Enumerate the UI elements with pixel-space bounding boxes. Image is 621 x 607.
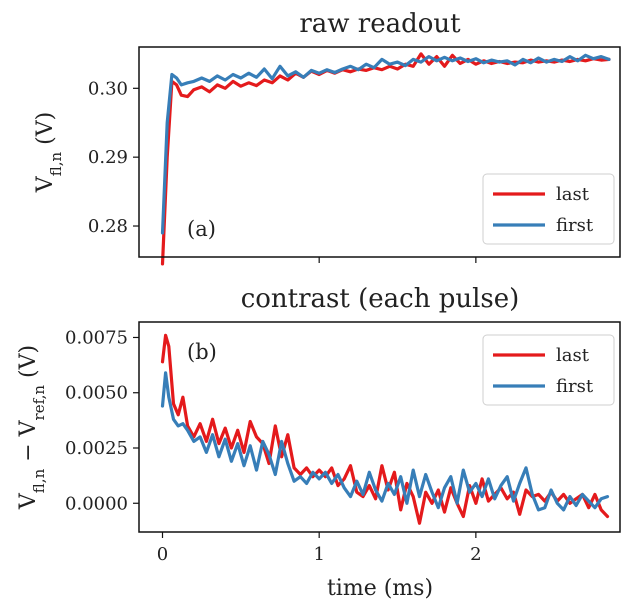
- legend-label-last: last: [556, 345, 590, 366]
- panel-label: (a): [187, 217, 216, 241]
- y-axis-label: Vfl,n − Vref,n (V): [16, 345, 48, 510]
- plot-frame: [138, 321, 621, 533]
- series-line-first: [160, 53, 611, 235]
- y-tick-label: 0.0025: [65, 438, 128, 459]
- legend-label-first: first: [556, 376, 594, 397]
- y-tick-label: 0.0050: [65, 383, 128, 404]
- y-tick-label: 0.28: [88, 216, 128, 237]
- y-tick-label: 0.0000: [65, 493, 128, 514]
- x-ticks: [161, 257, 477, 263]
- x-ticks: 0 1 2: [157, 532, 482, 565]
- y-tick-label: 0.29: [88, 147, 128, 168]
- x-tick-label: 2: [470, 544, 481, 565]
- legend-box: [482, 173, 615, 245]
- legend: last first: [482, 173, 615, 245]
- legend-label-first: first: [556, 215, 594, 236]
- y-ticks: 0.28 0.29 0.30: [88, 78, 139, 237]
- chart-raw-readout: raw readout Vfl,n (V) 0.28 0.29 0.30 (a) l…: [33, 9, 621, 266]
- x-tick-label: 0: [157, 544, 168, 565]
- plot-frame: [138, 46, 621, 258]
- chart-contrast: contrast (each pulse) Vfl,n − Vref,n (V)…: [16, 284, 621, 601]
- y-tick-label: 0.0075: [65, 327, 128, 348]
- series-line-first: [160, 371, 610, 512]
- legend: last first: [482, 334, 615, 406]
- y-axis-label-text: Vfl,n − Vref,n (V): [16, 345, 48, 510]
- legend-label-last: last: [556, 184, 590, 205]
- chart-title: raw readout: [299, 9, 461, 39]
- series-group: [160, 333, 610, 525]
- x-tick-label: 1: [313, 544, 324, 565]
- chart-title: contrast (each pulse): [241, 284, 520, 314]
- y-tick-label: 0.30: [88, 78, 128, 99]
- legend-box: [482, 334, 615, 406]
- panel-label: (b): [187, 340, 217, 364]
- y-axis-label-text: Vfl,n (V): [33, 112, 65, 193]
- y-ticks: 0.0000 0.0025 0.0050 0.0075: [65, 327, 139, 514]
- y-axis-label: Vfl,n (V): [33, 112, 65, 193]
- x-axis-label: time (ms): [327, 576, 433, 601]
- series-group: [160, 52, 611, 266]
